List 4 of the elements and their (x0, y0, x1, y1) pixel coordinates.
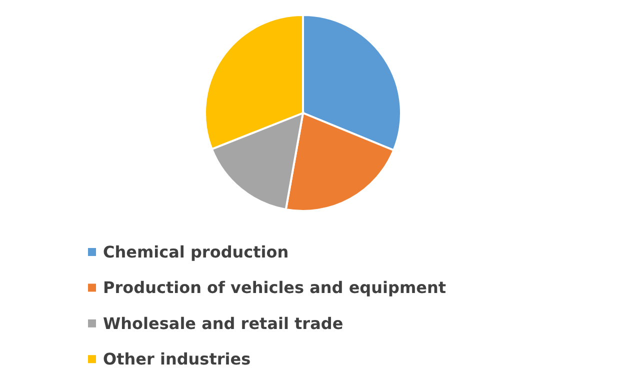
legend-label: Wholesale and retail trade (103, 314, 344, 333)
legend-label: Chemical production (103, 242, 289, 262)
legend-label: Production of vehicles and equipment (103, 278, 446, 298)
legend-label: Other industries (103, 350, 251, 369)
